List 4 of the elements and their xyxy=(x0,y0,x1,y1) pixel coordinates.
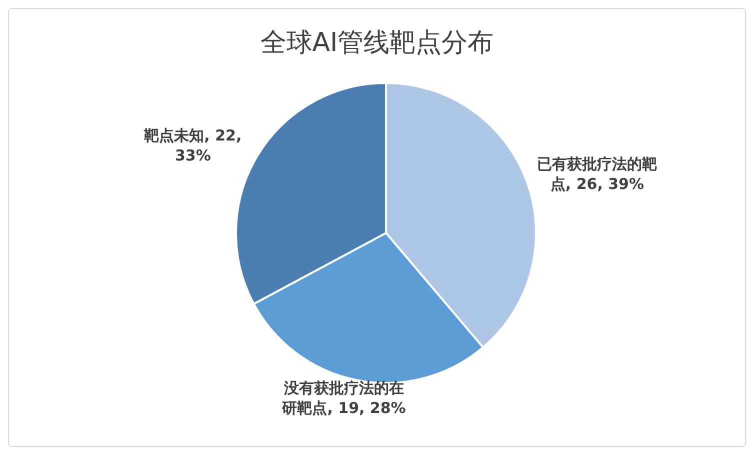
slice-label: 已有获批疗法的靶点, 26, 39% xyxy=(537,154,658,193)
chart-title: 全球AI管线靶点分布 xyxy=(259,27,495,60)
slice-label: 没有获批疗法的在研靶点, 19, 28% xyxy=(281,378,406,417)
slice-label: 靶点未知, 22, 33% xyxy=(143,126,242,164)
